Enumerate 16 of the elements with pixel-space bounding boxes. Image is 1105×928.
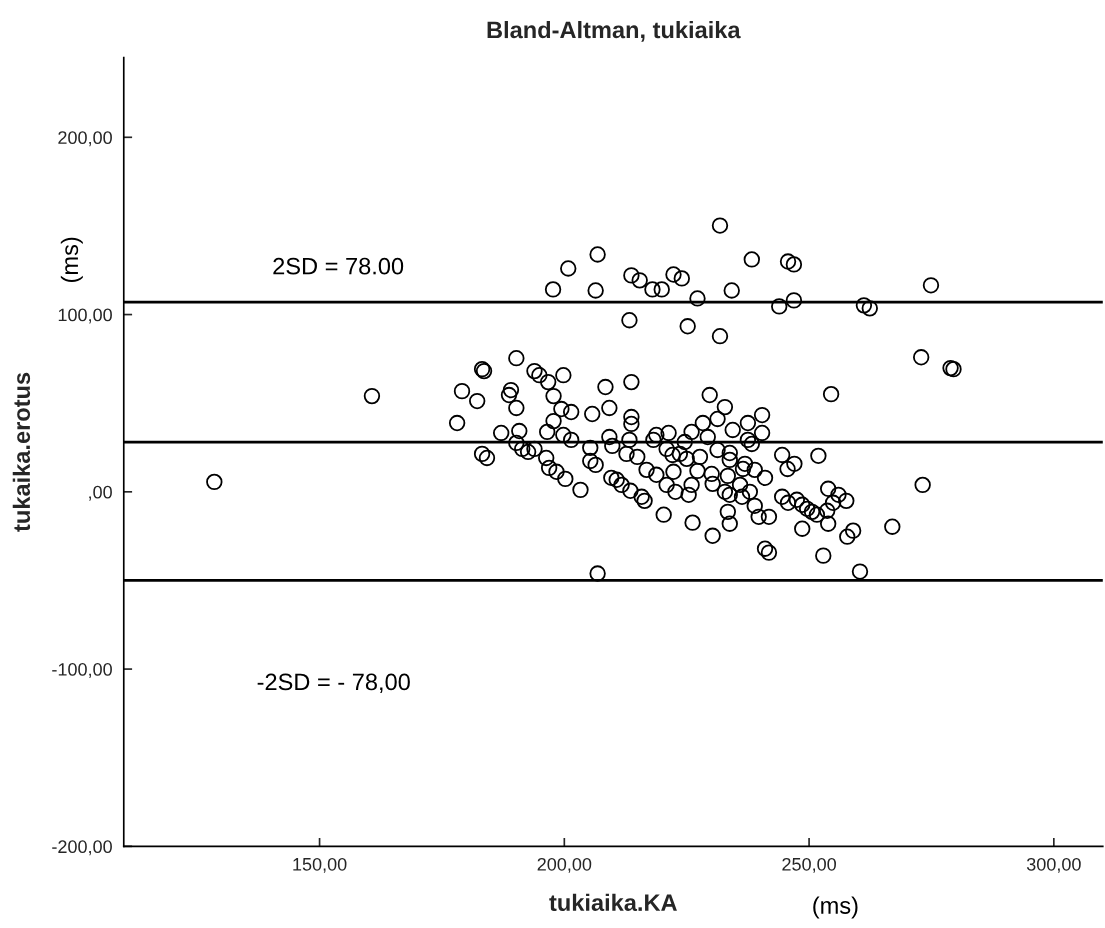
y-tick-label: ,00: [89, 485, 112, 501]
x-tick-label: 150,00: [293, 857, 347, 873]
chart-title: Bland-Altman, tukiaika: [487, 20, 741, 42]
x-tick-label: 300,00: [1026, 857, 1081, 873]
x-axis-title: tukiaika.KA: [549, 893, 677, 912]
x-tick-label: 250,00: [782, 857, 836, 873]
y-tick-label: -200,00: [52, 840, 112, 856]
y-tick-label: 100,00: [58, 308, 112, 324]
y-axis-title: tukaika.erotus: [12, 372, 31, 532]
y-tick-label: -100,00: [52, 663, 112, 678]
text: (ms): [60, 237, 83, 282]
y-tick-label: 200,00: [58, 131, 112, 147]
annotation: -2SD = - 78,00: [257, 673, 410, 694]
text: (ms): [813, 896, 858, 919]
x-tick-label: 200,00: [537, 857, 592, 873]
annotation: 2SD = 78.00: [273, 257, 404, 275]
